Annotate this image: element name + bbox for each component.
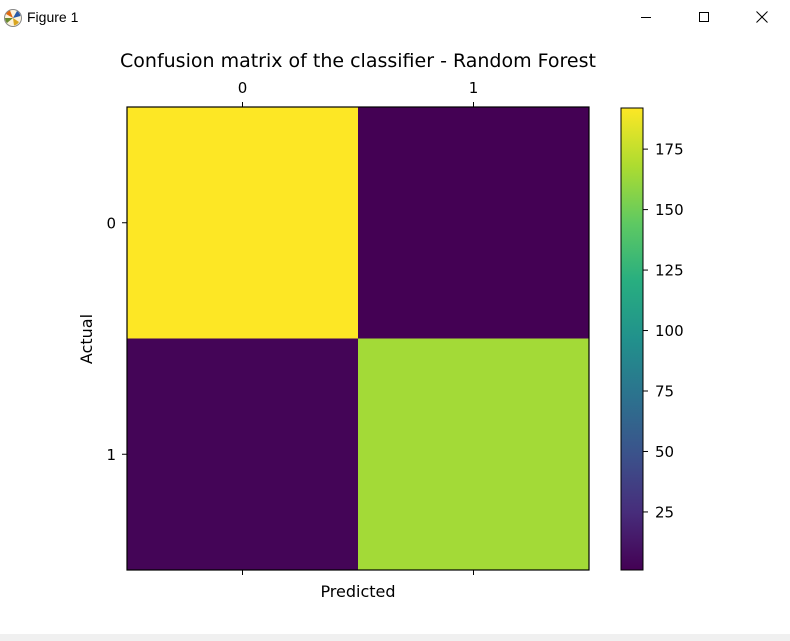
colorbar (620, 107, 644, 571)
heatmap-cell-1-0 (127, 338, 359, 571)
matplotlib-icon (3, 8, 23, 28)
axis-ticks: 0 1 0 1 (106, 79, 478, 575)
figure-canvas: Confusion matrix of the classifier - Ran… (77, 50, 684, 601)
y-tick-label-0: 0 (106, 214, 116, 232)
colorbar-tick-label-3: 100 (655, 322, 684, 340)
x-axis-label: Predicted (320, 582, 395, 601)
colorbar-ticks: 25 50 75 100 125 150 175 (643, 141, 684, 521)
heatmap-cell-0-1 (358, 107, 590, 339)
status-bar (0, 634, 790, 641)
window-titlebar: Figure 1 (0, 0, 790, 36)
chart-title: Confusion matrix of the classifier - Ran… (120, 50, 596, 72)
minimize-button[interactable] (617, 0, 675, 34)
colorbar-tick-label-4: 125 (655, 262, 684, 280)
colorbar-tick-label-0: 25 (655, 503, 674, 521)
colorbar-tick-label-6: 175 (655, 141, 684, 159)
minimize-icon (641, 17, 651, 18)
plot-frame (126, 106, 590, 571)
close-button[interactable] (733, 0, 790, 34)
colorbar-tick-label-5: 150 (655, 201, 684, 219)
window-title: Figure 1 (27, 9, 79, 25)
heatmap-cells (127, 107, 590, 571)
maximize-icon (699, 12, 709, 22)
maximize-button[interactable] (675, 0, 733, 34)
x-tick-label-1: 1 (469, 79, 479, 97)
y-axis-label: Actual (77, 314, 96, 364)
heatmap-cell-1-1 (358, 338, 590, 571)
x-tick-label-0: 0 (238, 79, 248, 97)
heatmap-cell-0-0 (127, 107, 359, 339)
y-tick-label-1: 1 (106, 446, 116, 464)
colorbar-tick-label-2: 75 (655, 383, 674, 401)
colorbar-tick-label-1: 50 (655, 443, 674, 461)
close-icon (756, 11, 768, 23)
